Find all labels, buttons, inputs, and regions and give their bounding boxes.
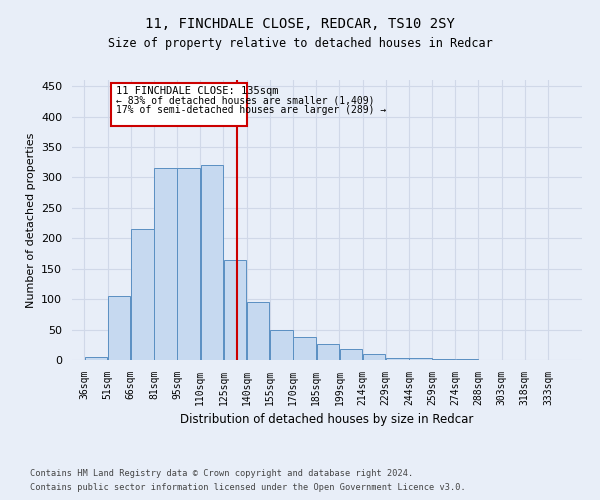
Bar [386,358,409,360]
Bar [85,357,107,360]
Text: ← 83% of detached houses are smaller (1,409): ← 83% of detached houses are smaller (1,… [116,96,374,106]
Bar [108,296,130,360]
Text: 11, FINCHDALE CLOSE, REDCAR, TS10 2SY: 11, FINCHDALE CLOSE, REDCAR, TS10 2SY [145,18,455,32]
Bar [340,349,362,360]
Text: 17% of semi-detached houses are larger (289) →: 17% of semi-detached houses are larger (… [116,106,386,116]
Bar [293,338,316,360]
Bar [270,330,293,360]
Bar [131,229,154,360]
Text: Contains public sector information licensed under the Open Government Licence v3: Contains public sector information licen… [30,484,466,492]
Bar [363,354,385,360]
Y-axis label: Number of detached properties: Number of detached properties [26,132,35,308]
X-axis label: Distribution of detached houses by size in Redcar: Distribution of detached houses by size … [181,414,473,426]
Bar [154,168,177,360]
FancyBboxPatch shape [110,83,247,126]
Bar [317,344,339,360]
Bar [178,168,200,360]
Text: Size of property relative to detached houses in Redcar: Size of property relative to detached ho… [107,38,493,51]
Bar [200,165,223,360]
Bar [247,302,269,360]
Bar [409,358,432,360]
Bar [224,260,246,360]
Text: 11 FINCHDALE CLOSE: 135sqm: 11 FINCHDALE CLOSE: 135sqm [116,86,278,96]
Text: Contains HM Land Registry data © Crown copyright and database right 2024.: Contains HM Land Registry data © Crown c… [30,468,413,477]
